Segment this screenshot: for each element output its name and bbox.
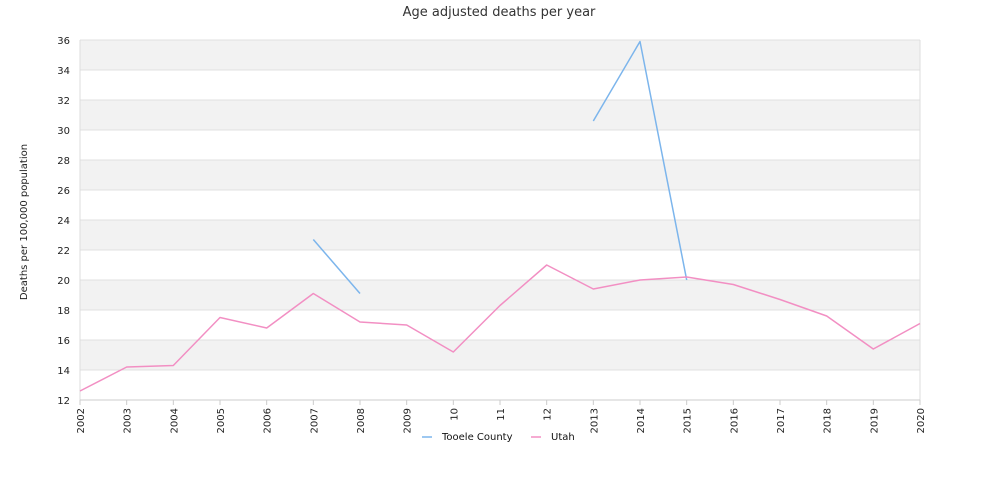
legend: Tooele County Utah bbox=[422, 432, 575, 443]
y-tick-label: 36 bbox=[57, 36, 70, 47]
y-axis-label: Deaths per 100,000 population bbox=[19, 144, 30, 300]
x-tick-label: 2015 bbox=[683, 408, 694, 433]
x-tick-label: 2005 bbox=[216, 408, 227, 433]
x-tick-label: 2002 bbox=[76, 408, 87, 433]
y-tick-label: 20 bbox=[57, 276, 70, 287]
y-tick-label: 14 bbox=[57, 366, 70, 377]
y-tick-label: 16 bbox=[57, 336, 70, 347]
series-line bbox=[312, 239, 361, 294]
x-tick-label: 10 bbox=[449, 408, 460, 421]
grid-bands bbox=[80, 40, 920, 400]
x-tick-label: 2007 bbox=[309, 408, 320, 433]
grid-band bbox=[80, 100, 920, 130]
y-tick-label: 12 bbox=[57, 396, 70, 407]
y-tick-label: 18 bbox=[57, 306, 70, 317]
x-tick-label: 2019 bbox=[869, 408, 880, 433]
x-tick-label: 2013 bbox=[589, 408, 600, 433]
grid-band bbox=[80, 370, 920, 400]
y-tick-label: 34 bbox=[57, 66, 70, 77]
grid-band bbox=[80, 190, 920, 220]
legend-item[interactable]: Tooele County bbox=[422, 432, 513, 443]
y-tick-label: 28 bbox=[57, 156, 70, 167]
grid-band bbox=[80, 220, 920, 250]
grid-band bbox=[80, 250, 920, 280]
y-tick-label: 22 bbox=[57, 246, 70, 257]
legend-item[interactable]: Utah bbox=[531, 432, 575, 443]
chart-title: Age adjusted deaths per year bbox=[403, 5, 596, 20]
grid-band bbox=[80, 160, 920, 190]
y-tick-label: 24 bbox=[57, 216, 70, 227]
grid-band bbox=[80, 70, 920, 100]
series-lines bbox=[79, 40, 921, 392]
x-tick-label: 2018 bbox=[823, 408, 834, 433]
series-line bbox=[79, 264, 921, 392]
x-tick-label: 2004 bbox=[169, 408, 180, 433]
y-tick-label: 30 bbox=[57, 126, 70, 137]
legend-label: Utah bbox=[551, 432, 575, 443]
x-tick-label: 2009 bbox=[403, 408, 414, 433]
x-tick-label: 2006 bbox=[263, 408, 274, 433]
x-tick-label: 2016 bbox=[729, 408, 740, 433]
grid-band bbox=[80, 40, 920, 70]
x-tick-label: 2014 bbox=[636, 408, 647, 433]
x-tick-label: 2020 bbox=[916, 408, 927, 433]
x-tick-label: 2008 bbox=[356, 408, 367, 433]
series-line bbox=[592, 40, 688, 281]
x-tick-label: 11 bbox=[496, 408, 507, 421]
x-tick-labels: 2002 2003 2004 2005 2006 2007 2008 2009 10 11 12 20… bbox=[76, 400, 927, 433]
grid-lines bbox=[79, 39, 921, 401]
grid-band bbox=[80, 340, 920, 370]
grid-band bbox=[80, 310, 920, 340]
grid-band bbox=[80, 130, 920, 160]
x-tick-label: 12 bbox=[543, 408, 554, 421]
y-tick-label: 26 bbox=[57, 186, 70, 197]
legend-label: Tooele County bbox=[441, 432, 513, 443]
y-tick-label: 32 bbox=[57, 96, 70, 107]
y-tick-labels: 12 14 16 18 20 22 24 26 28 30 32 34 36 bbox=[57, 36, 70, 407]
x-tick-label: 2003 bbox=[123, 408, 134, 433]
x-tick-label: 2017 bbox=[776, 408, 787, 433]
